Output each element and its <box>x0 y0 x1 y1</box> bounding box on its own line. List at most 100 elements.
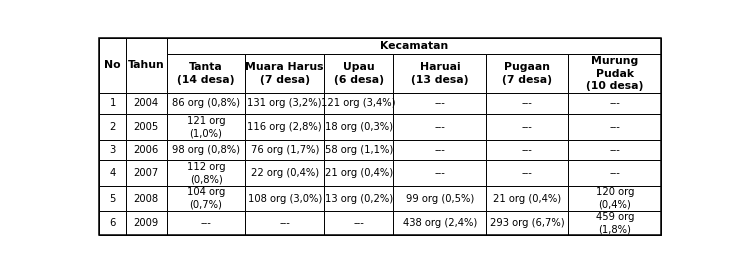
Bar <box>393 211 486 235</box>
Text: ---: --- <box>434 122 445 132</box>
Text: 21 org (0,4%): 21 org (0,4%) <box>325 168 393 178</box>
Text: 18 org (0,3%): 18 org (0,3%) <box>325 122 393 132</box>
Bar <box>486 114 568 140</box>
Text: Kecamatan: Kecamatan <box>380 41 448 51</box>
Text: ---: --- <box>522 98 533 108</box>
Bar <box>568 140 662 160</box>
Text: 1: 1 <box>110 98 115 108</box>
Bar <box>324 54 393 93</box>
Text: 121 org (3,4%): 121 org (3,4%) <box>321 98 396 108</box>
Bar <box>393 54 486 93</box>
Text: 2006: 2006 <box>134 145 159 155</box>
Text: ---: --- <box>434 98 445 108</box>
Bar <box>393 160 486 186</box>
Bar <box>486 140 568 160</box>
Bar <box>324 186 393 211</box>
Text: ---: --- <box>434 168 445 178</box>
Text: No: No <box>104 60 121 70</box>
Bar <box>126 160 166 186</box>
Bar <box>393 140 486 160</box>
Bar <box>166 93 246 114</box>
Text: 121 org
(1,0%): 121 org (1,0%) <box>186 116 226 138</box>
Text: 4: 4 <box>110 168 115 178</box>
Text: 438 org (2,4%): 438 org (2,4%) <box>403 218 477 228</box>
Text: 2007: 2007 <box>134 168 159 178</box>
Bar <box>246 54 324 93</box>
Text: 22 org (0,4%): 22 org (0,4%) <box>251 168 319 178</box>
Text: ---: --- <box>522 145 533 155</box>
Bar <box>166 54 246 93</box>
Text: ---: --- <box>353 218 364 228</box>
Text: Upau
(6 desa): Upau (6 desa) <box>334 62 383 85</box>
Text: 2008: 2008 <box>134 194 159 204</box>
Text: 76 org (1,7%): 76 org (1,7%) <box>251 145 319 155</box>
Text: 6: 6 <box>110 218 115 228</box>
Bar <box>126 186 166 211</box>
Bar <box>99 160 126 186</box>
Text: 104 org
(0,7%): 104 org (0,7%) <box>187 187 225 210</box>
Bar <box>246 140 324 160</box>
Bar <box>486 160 568 186</box>
Text: 108 org (3,0%): 108 org (3,0%) <box>248 194 322 204</box>
Text: 2009: 2009 <box>134 218 159 228</box>
Text: 58 org (1,1%): 58 org (1,1%) <box>325 145 393 155</box>
Bar <box>393 114 486 140</box>
Text: 2: 2 <box>110 122 115 132</box>
Text: ---: --- <box>610 145 620 155</box>
Text: ---: --- <box>610 122 620 132</box>
Text: ---: --- <box>434 145 445 155</box>
Bar <box>246 114 324 140</box>
Text: ---: --- <box>610 168 620 178</box>
Text: 131 org (3,2%): 131 org (3,2%) <box>247 98 322 108</box>
Bar <box>126 93 166 114</box>
Bar <box>126 140 166 160</box>
Text: 112 org
(0,8%): 112 org (0,8%) <box>186 162 226 184</box>
Bar <box>246 211 324 235</box>
Text: ---: --- <box>279 218 290 228</box>
Text: 2005: 2005 <box>134 122 159 132</box>
Bar <box>568 54 662 93</box>
Bar <box>166 114 246 140</box>
Bar <box>324 93 393 114</box>
Text: 120 org
(0,4%): 120 org (0,4%) <box>596 187 634 210</box>
Bar <box>166 160 246 186</box>
Bar <box>486 93 568 114</box>
Text: Muara Harus
(7 desa): Muara Harus (7 desa) <box>246 62 324 85</box>
Bar <box>246 186 324 211</box>
Bar <box>486 54 568 93</box>
Bar <box>324 114 393 140</box>
Bar <box>126 114 166 140</box>
Text: 86 org (0,8%): 86 org (0,8%) <box>172 98 240 108</box>
Bar <box>126 211 166 235</box>
Bar <box>324 211 393 235</box>
Bar <box>486 186 568 211</box>
Text: Tanta
(14 desa): Tanta (14 desa) <box>178 62 235 85</box>
Text: Tahun: Tahun <box>128 60 164 70</box>
Bar <box>166 140 246 160</box>
Bar <box>568 114 662 140</box>
Text: ---: --- <box>201 218 212 228</box>
Bar <box>99 186 126 211</box>
Bar <box>568 211 662 235</box>
Bar <box>99 211 126 235</box>
Bar <box>166 186 246 211</box>
Bar <box>393 186 486 211</box>
Bar <box>246 93 324 114</box>
Text: 98 org (0,8%): 98 org (0,8%) <box>172 145 240 155</box>
Text: Haruai
(13 desa): Haruai (13 desa) <box>411 62 468 85</box>
Bar <box>568 160 662 186</box>
Text: 116 org (2,8%): 116 org (2,8%) <box>247 122 322 132</box>
Text: 459 org
(1,8%): 459 org (1,8%) <box>596 212 634 234</box>
Text: ---: --- <box>522 168 533 178</box>
Bar <box>99 38 126 93</box>
Bar <box>99 93 126 114</box>
Bar <box>99 114 126 140</box>
Text: 293 org (6,7%): 293 org (6,7%) <box>490 218 565 228</box>
Bar <box>486 211 568 235</box>
Text: 2004: 2004 <box>134 98 159 108</box>
Bar <box>126 38 166 93</box>
Bar <box>99 140 126 160</box>
Text: ---: --- <box>522 122 533 132</box>
Text: 99 org (0,5%): 99 org (0,5%) <box>406 194 474 204</box>
Bar <box>166 211 246 235</box>
